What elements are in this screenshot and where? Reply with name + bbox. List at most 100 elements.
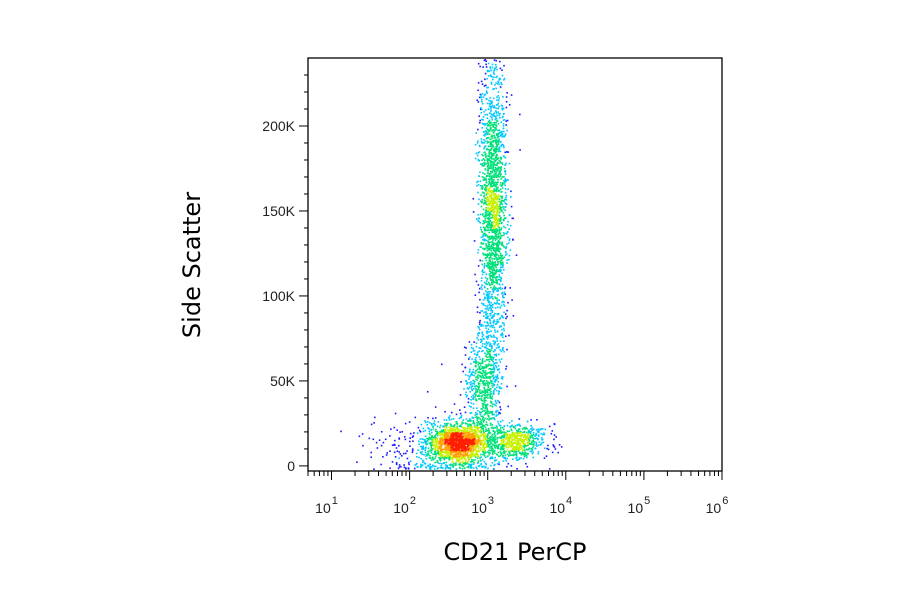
- event-dot: [540, 437, 543, 439]
- event-dot: [512, 217, 514, 220]
- event-dot: [483, 199, 486, 201]
- event-dot: [513, 435, 516, 438]
- event-dot: [451, 435, 454, 438]
- event-dot: [478, 356, 481, 358]
- event-dot: [493, 262, 495, 264]
- event-dot: [498, 371, 501, 374]
- event-dot: [492, 273, 494, 275]
- event-dot: [502, 127, 505, 130]
- event-dot: [471, 358, 473, 360]
- event-dot: [490, 275, 492, 277]
- event-dot: [492, 163, 494, 166]
- event-dot: [481, 331, 484, 334]
- event-dot: [476, 455, 479, 457]
- event-dot: [424, 435, 427, 437]
- event-dot: [493, 418, 496, 421]
- event-dot: [505, 444, 507, 446]
- event-dot: [434, 447, 437, 449]
- event-dot: [495, 134, 498, 136]
- event-dot: [497, 161, 499, 164]
- event-dot: [536, 430, 539, 433]
- event-dot: [454, 430, 456, 433]
- event-dot: [475, 280, 478, 283]
- event-dot: [495, 425, 498, 427]
- event-dot: [489, 436, 491, 438]
- event-dot: [462, 429, 465, 431]
- event-dot: [413, 432, 415, 434]
- event-dot: [496, 196, 499, 198]
- event-dot: [502, 264, 504, 267]
- event-dot: [494, 67, 497, 70]
- event-dot: [481, 102, 484, 105]
- event-dot: [463, 432, 465, 434]
- event-dot: [491, 101, 493, 104]
- event-dot: [523, 443, 525, 445]
- event-dot: [503, 130, 505, 133]
- event-dot: [487, 170, 489, 172]
- event-dot: [477, 334, 479, 337]
- event-dot: [490, 165, 492, 168]
- event-dot: [528, 447, 531, 450]
- event-dot: [498, 77, 501, 80]
- event-dot: [439, 438, 442, 440]
- event-dot: [462, 455, 465, 457]
- event-dot: [507, 301, 509, 304]
- event-dot: [464, 462, 467, 464]
- event-dot: [491, 293, 493, 296]
- event-dot: [425, 466, 427, 468]
- event-dot: [503, 208, 505, 210]
- event-dot: [475, 385, 478, 387]
- event-dot: [506, 151, 508, 153]
- event-dot: [506, 315, 508, 318]
- event-dot: [417, 426, 420, 429]
- event-dot: [451, 432, 454, 435]
- event-dot: [498, 162, 500, 164]
- event-dot: [484, 441, 486, 443]
- event-dot: [485, 290, 487, 292]
- event-dot: [421, 448, 423, 450]
- event-dot: [455, 420, 457, 423]
- event-dot: [491, 185, 493, 188]
- event-dot: [493, 417, 495, 420]
- event-dot: [496, 228, 498, 231]
- event-dot: [495, 410, 498, 412]
- event-dot: [501, 447, 504, 449]
- event-dot: [483, 151, 485, 154]
- event-dot: [493, 247, 495, 250]
- event-dot: [482, 271, 484, 274]
- event-dot: [495, 269, 498, 272]
- event-dot: [500, 420, 502, 423]
- event-dot: [489, 229, 492, 231]
- event-dot: [489, 312, 491, 315]
- event-dot: [426, 424, 428, 426]
- event-dot: [496, 162, 498, 165]
- event-dot: [517, 439, 519, 441]
- event-dot: [480, 442, 483, 445]
- event-dot: [495, 400, 497, 403]
- event-dot: [511, 439, 514, 442]
- event-dot: [492, 242, 495, 244]
- event-dot: [475, 448, 477, 450]
- event-dot: [487, 133, 489, 136]
- event-dot: [494, 263, 497, 265]
- event-dot: [522, 438, 524, 441]
- event-dot: [497, 420, 499, 423]
- event-dot: [480, 80, 483, 83]
- event-dot: [489, 438, 492, 441]
- event-dot: [535, 429, 538, 431]
- event-dot: [503, 431, 506, 434]
- event-dot: [553, 446, 556, 448]
- event-dot: [485, 234, 487, 236]
- event-dot: [480, 107, 482, 109]
- event-dot: [521, 428, 524, 430]
- event-dot: [493, 185, 495, 187]
- event-dot: [482, 222, 484, 225]
- event-dot: [491, 176, 493, 179]
- event-dot: [498, 173, 500, 175]
- event-dot: [477, 462, 479, 464]
- event-dot: [496, 441, 498, 444]
- event-dot: [492, 71, 495, 74]
- event-dot: [529, 435, 532, 438]
- event-dot: [462, 441, 464, 443]
- event-dot: [427, 450, 429, 452]
